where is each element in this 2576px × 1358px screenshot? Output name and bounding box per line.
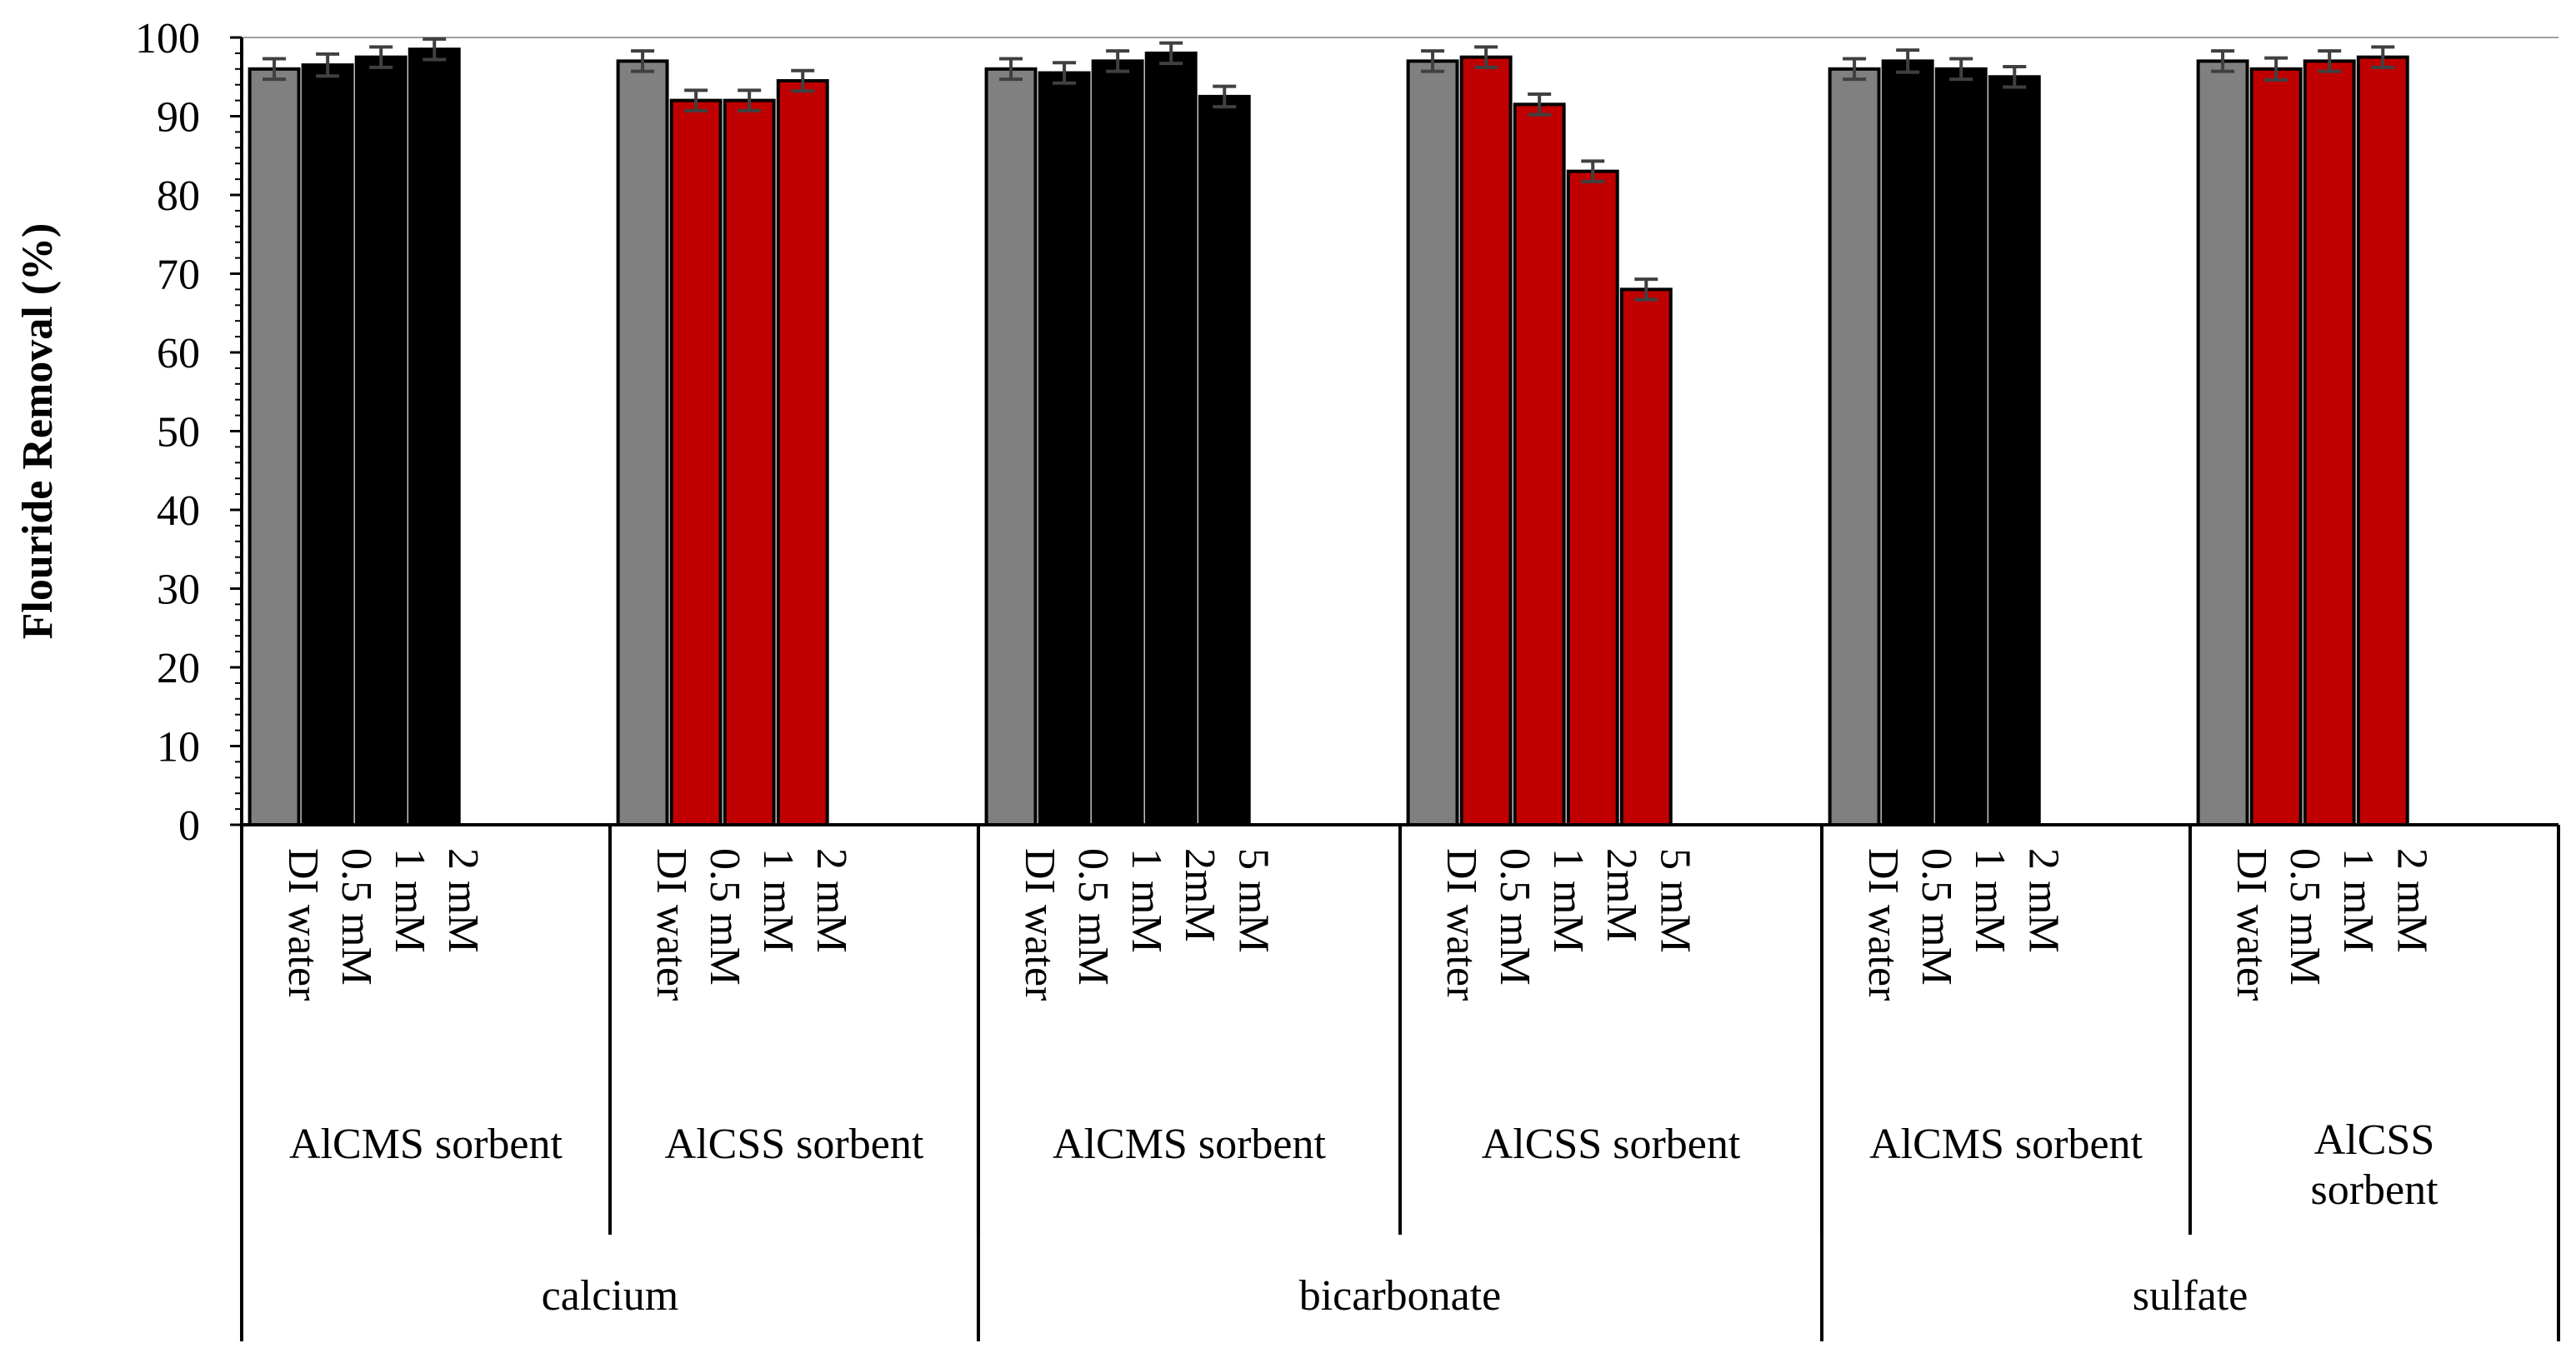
sorbent-label: AlCSS sorbent: [665, 1121, 924, 1168]
bar: [1406, 59, 1459, 827]
category-label: 2mM: [1598, 848, 1645, 942]
category-label: 1 mM: [754, 848, 802, 953]
category-label: 1 mM: [1544, 848, 1592, 953]
bar: [776, 78, 829, 827]
sorbent-label: AlCMS sorbent: [1869, 1121, 2143, 1168]
bar: [1619, 287, 1673, 826]
y-axis-title: Flouride Removal (%): [14, 223, 62, 640]
category-label: DI water: [2228, 848, 2275, 1001]
category-label: 1 mM: [386, 848, 433, 953]
y-tick-label: 80: [157, 172, 200, 220]
category-label: 0.5 mM: [1069, 848, 1117, 986]
bar: [2249, 67, 2303, 827]
bar: [1988, 75, 2041, 826]
bar: [1828, 67, 1881, 827]
category-label: 0.5 mM: [2281, 848, 2328, 986]
sorbent-label: AlCMS sorbent: [1053, 1121, 1326, 1168]
sorbent-label: AlCSS sorbent: [1482, 1121, 1741, 1168]
ion-label: sulfate: [2133, 1272, 2248, 1320]
category-label: DI water: [1016, 848, 1063, 1001]
bar: [1038, 71, 1091, 826]
y-tick-label: 0: [178, 802, 200, 850]
category-label: 1 mM: [1123, 848, 1170, 953]
bar: [1881, 59, 1934, 827]
y-tick-label: 70: [157, 252, 200, 299]
sorbent-label: AlCMS sorbent: [289, 1121, 563, 1168]
bar: [2303, 59, 2356, 827]
bar: [1934, 67, 1988, 827]
category-label: 2 mM: [439, 848, 487, 953]
bar: [984, 67, 1038, 827]
category-label: 2 mM: [2019, 848, 2067, 953]
bar: [2196, 59, 2249, 827]
category-label: 0.5 mM: [1913, 848, 1960, 986]
bar: [616, 59, 669, 827]
sorbent-label: AlCSS sorbent: [2310, 1116, 2438, 1214]
category-label: 1 mM: [1966, 848, 2013, 953]
category-label: 0.5 mM: [1491, 848, 1538, 986]
y-tick-label: 40: [157, 487, 200, 535]
ion-label: bicarbonate: [1299, 1272, 1502, 1320]
category-label: DI water: [1859, 848, 1907, 1001]
y-tick-label: 10: [157, 724, 200, 771]
y-tick-label: 20: [157, 645, 200, 692]
bar: [354, 55, 408, 826]
y-tick-label: 60: [157, 330, 200, 377]
bar: [1091, 59, 1144, 827]
category-label: 2 mM: [808, 848, 855, 953]
category-label: 1 mM: [2334, 848, 2382, 953]
bar: [723, 98, 776, 827]
category-label: 2 mM: [2388, 848, 2435, 953]
y-tick-label: 50: [157, 409, 200, 457]
bar: [248, 67, 301, 827]
category-label: DI water: [279, 848, 327, 1001]
bar: [1459, 55, 1513, 826]
y-tick-label: 100: [135, 15, 200, 62]
bar: [669, 98, 723, 827]
bar: [408, 47, 461, 827]
sorbent-label-line: sorbent: [2310, 1166, 2438, 1214]
bar: [1566, 169, 1619, 826]
bar: [2356, 55, 2409, 826]
category-label: DI water: [648, 848, 695, 1001]
bar: [1144, 51, 1198, 826]
bar: [1198, 94, 1251, 826]
category-label: 2mM: [1176, 848, 1223, 942]
bar: [301, 63, 354, 826]
ion-label: calcium: [542, 1272, 679, 1320]
category-label: 5 mM: [1229, 848, 1277, 953]
category-label: 0.5 mM: [333, 848, 380, 986]
y-tick-label: 30: [157, 567, 200, 614]
category-label: DI water: [1438, 848, 1485, 1001]
category-label: 5 mM: [1651, 848, 1698, 953]
sorbent-label-line: AlCSS: [2314, 1116, 2435, 1164]
category-label: 0.5 mM: [701, 848, 748, 986]
bar: [1513, 102, 1566, 826]
y-tick-label: 90: [157, 94, 200, 142]
